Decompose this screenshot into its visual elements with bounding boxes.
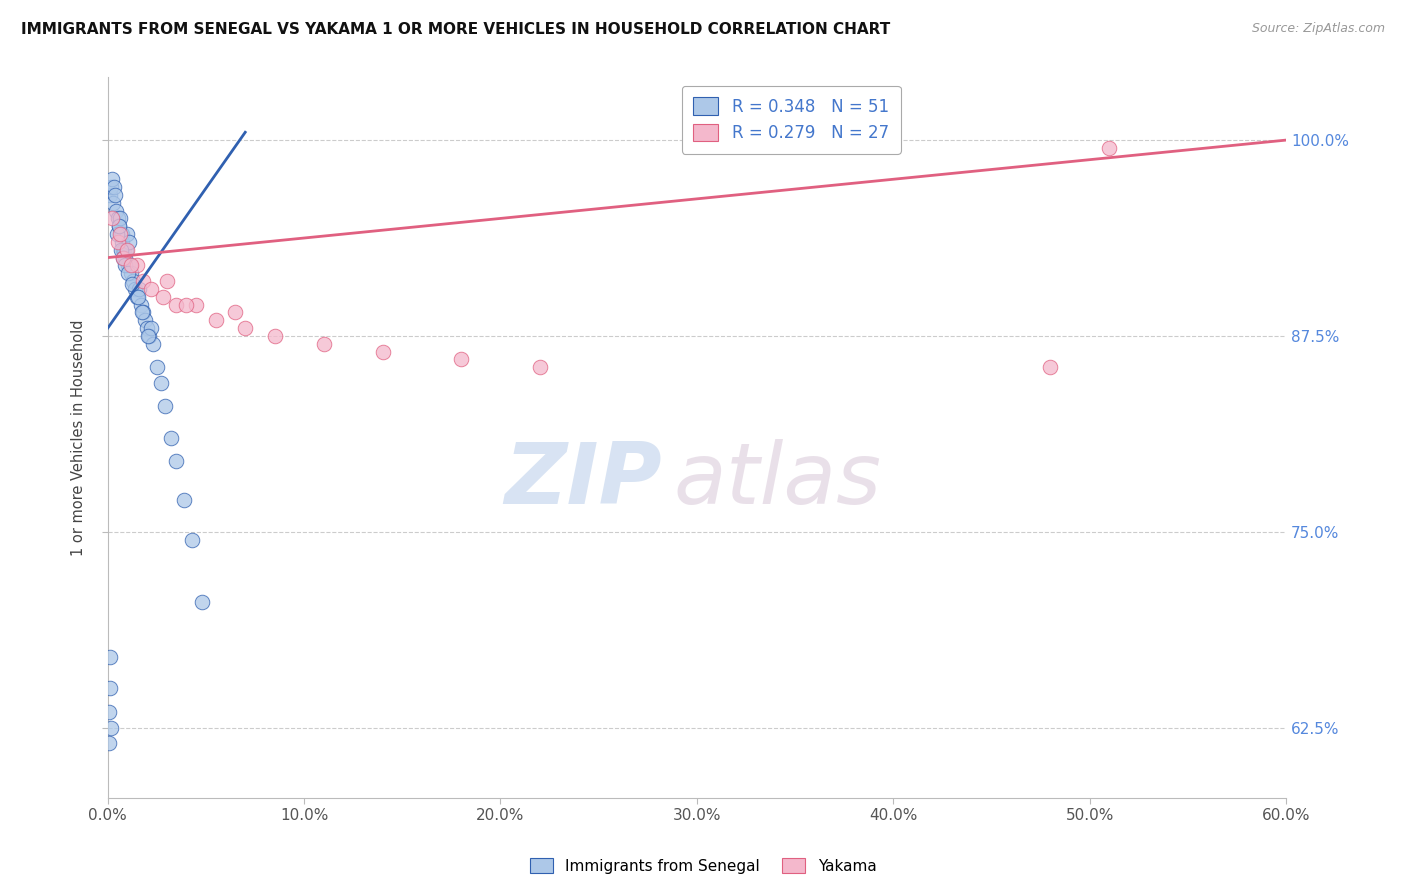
Point	[149, 376, 172, 390]
Y-axis label: 1 or more Vehicles in Household: 1 or more Vehicles in Household	[72, 319, 86, 556]
Point	[98, 650, 121, 665]
Point	[153, 400, 176, 414]
Point	[117, 266, 139, 280]
Point	[100, 180, 122, 194]
Point	[110, 243, 132, 257]
Point	[100, 211, 122, 226]
Point	[110, 235, 132, 249]
Point	[131, 305, 153, 319]
Point	[181, 533, 204, 547]
Point	[122, 274, 145, 288]
Point	[146, 360, 169, 375]
Point	[371, 344, 394, 359]
Point	[176, 297, 198, 311]
Point	[139, 321, 162, 335]
Point	[138, 329, 160, 343]
Point	[120, 259, 142, 273]
Point	[101, 195, 124, 210]
Point	[107, 219, 129, 234]
Legend: R = 0.348   N = 51, R = 0.279   N = 27: R = 0.348 N = 51, R = 0.279 N = 27	[682, 86, 900, 153]
Point	[112, 243, 135, 257]
Point	[103, 180, 125, 194]
Point	[152, 290, 174, 304]
Point	[108, 211, 131, 226]
Point	[111, 227, 134, 241]
Point	[127, 259, 149, 273]
Point	[117, 259, 139, 273]
Point	[132, 305, 155, 319]
Point	[104, 188, 127, 202]
Point	[98, 188, 121, 202]
Point	[159, 431, 181, 445]
Point	[120, 266, 142, 280]
Point	[112, 251, 135, 265]
Point	[117, 243, 139, 257]
Text: atlas: atlas	[673, 440, 882, 523]
Text: IMMIGRANTS FROM SENEGAL VS YAKAMA 1 OR MORE VEHICLES IN HOUSEHOLD CORRELATION CH: IMMIGRANTS FROM SENEGAL VS YAKAMA 1 OR M…	[21, 22, 890, 37]
Point	[204, 313, 226, 327]
Point	[1039, 360, 1062, 375]
Point	[139, 282, 162, 296]
Point	[107, 235, 129, 249]
Point	[173, 493, 195, 508]
Point	[136, 321, 159, 335]
Point	[105, 227, 128, 241]
Point	[312, 336, 335, 351]
Point	[104, 203, 127, 218]
Point	[124, 282, 146, 296]
Point	[98, 736, 121, 750]
Point	[529, 360, 551, 375]
Text: Source: ZipAtlas.com: Source: ZipAtlas.com	[1251, 22, 1385, 36]
Point	[263, 329, 285, 343]
Point	[97, 705, 120, 719]
Point	[450, 352, 472, 367]
Point	[184, 297, 207, 311]
Point	[120, 259, 142, 273]
Point	[115, 243, 138, 257]
Point	[233, 321, 256, 335]
Point	[100, 172, 122, 186]
Point	[166, 454, 188, 468]
Point	[100, 721, 122, 735]
Point	[128, 282, 150, 296]
Point	[166, 297, 188, 311]
Point	[114, 251, 136, 265]
Point	[112, 251, 135, 265]
Point	[121, 277, 143, 292]
Point	[118, 235, 141, 249]
Point	[110, 227, 132, 241]
Point	[136, 329, 159, 343]
Point	[156, 274, 179, 288]
Point	[127, 290, 149, 304]
Point	[108, 227, 131, 241]
Point	[224, 305, 246, 319]
Point	[127, 290, 149, 304]
Text: ZIP: ZIP	[503, 440, 661, 523]
Point	[129, 297, 152, 311]
Point	[117, 227, 139, 241]
Point	[142, 336, 165, 351]
Point	[114, 243, 136, 257]
Point	[1098, 141, 1121, 155]
Point	[134, 313, 156, 327]
Point	[114, 259, 136, 273]
Point	[98, 681, 121, 696]
Point	[191, 595, 214, 609]
Legend: Immigrants from Senegal, Yakama: Immigrants from Senegal, Yakama	[523, 852, 883, 880]
Point	[132, 274, 155, 288]
Point	[107, 211, 129, 226]
Point	[107, 219, 129, 234]
